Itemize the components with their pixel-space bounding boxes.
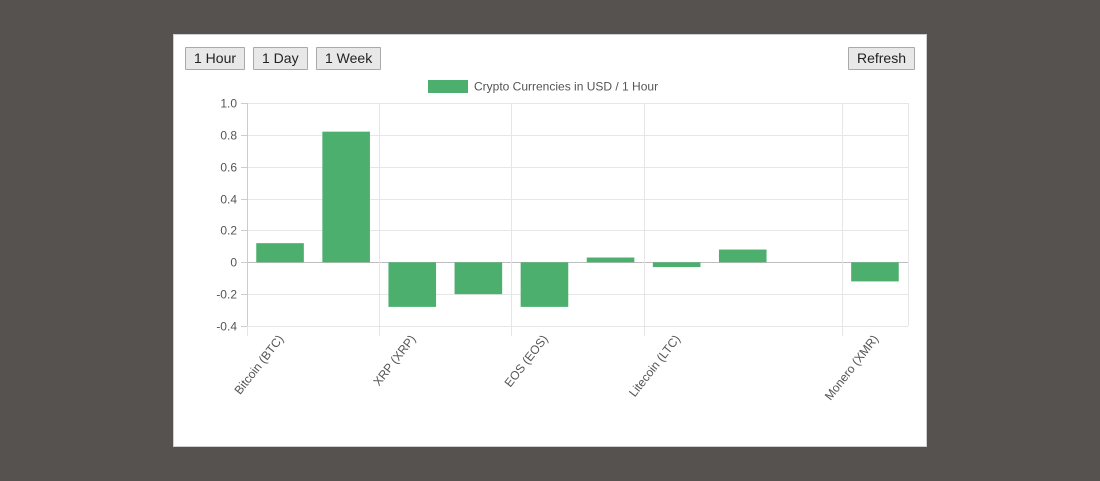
chart-legend: Crypto Currencies in USD / 1 Hour	[428, 80, 658, 94]
y-tick-label: 0.2	[220, 224, 237, 238]
refresh-button[interactable]: Refresh	[847, 47, 915, 70]
one-day-button[interactable]: 1 Day	[253, 47, 308, 70]
x-tick-label: XRP (XRP)	[370, 332, 418, 388]
one-hour-button[interactable]: 1 Hour	[185, 47, 246, 70]
x-tick-label: EOS (EOS)	[502, 332, 551, 389]
x-tick-label: Monero (XMR)	[822, 332, 881, 403]
bar[interactable]	[851, 262, 899, 282]
legend-label: Crypto Currencies in USD / 1 Hour	[474, 80, 658, 94]
bar[interactable]	[322, 131, 370, 263]
y-tick-label: -0.4	[216, 320, 237, 334]
y-tick-label: 0.4	[220, 193, 237, 207]
y-tick-label: 0	[230, 256, 237, 270]
x-tick-label: Bitcoin (BTC)	[231, 332, 286, 397]
bar-series	[256, 131, 899, 307]
bar[interactable]	[586, 257, 635, 263]
y-tick-label: 0.6	[220, 161, 237, 175]
bar[interactable]	[520, 262, 569, 307]
bar[interactable]	[454, 262, 503, 295]
y-tick-label: -0.2	[216, 288, 237, 302]
bar[interactable]	[256, 243, 304, 263]
x-axis: Bitcoin (BTC) XRP (XRP) EOS (EOS) Litecoin …	[231, 332, 881, 403]
chart-panel: 1 Hour 1 Day 1 Week Refresh Crypto Curre…	[173, 34, 927, 447]
bar-chart: Crypto Currencies in USD / 1 Hour 1.0 0.8…	[216, 80, 909, 403]
y-axis: 1.0 0.8 0.6 0.4 0.2 0 -0.2 -0.4	[216, 97, 248, 334]
x-tick-label: Litecoin (LTC)	[626, 332, 683, 399]
bar[interactable]	[388, 262, 437, 307]
bar[interactable]	[652, 262, 701, 268]
y-tick-label: 0.8	[220, 129, 237, 143]
y-tick-label: 1.0	[220, 97, 237, 111]
legend-swatch	[428, 80, 468, 93]
bar[interactable]	[718, 249, 767, 263]
one-week-button[interactable]: 1 Week	[316, 47, 382, 70]
